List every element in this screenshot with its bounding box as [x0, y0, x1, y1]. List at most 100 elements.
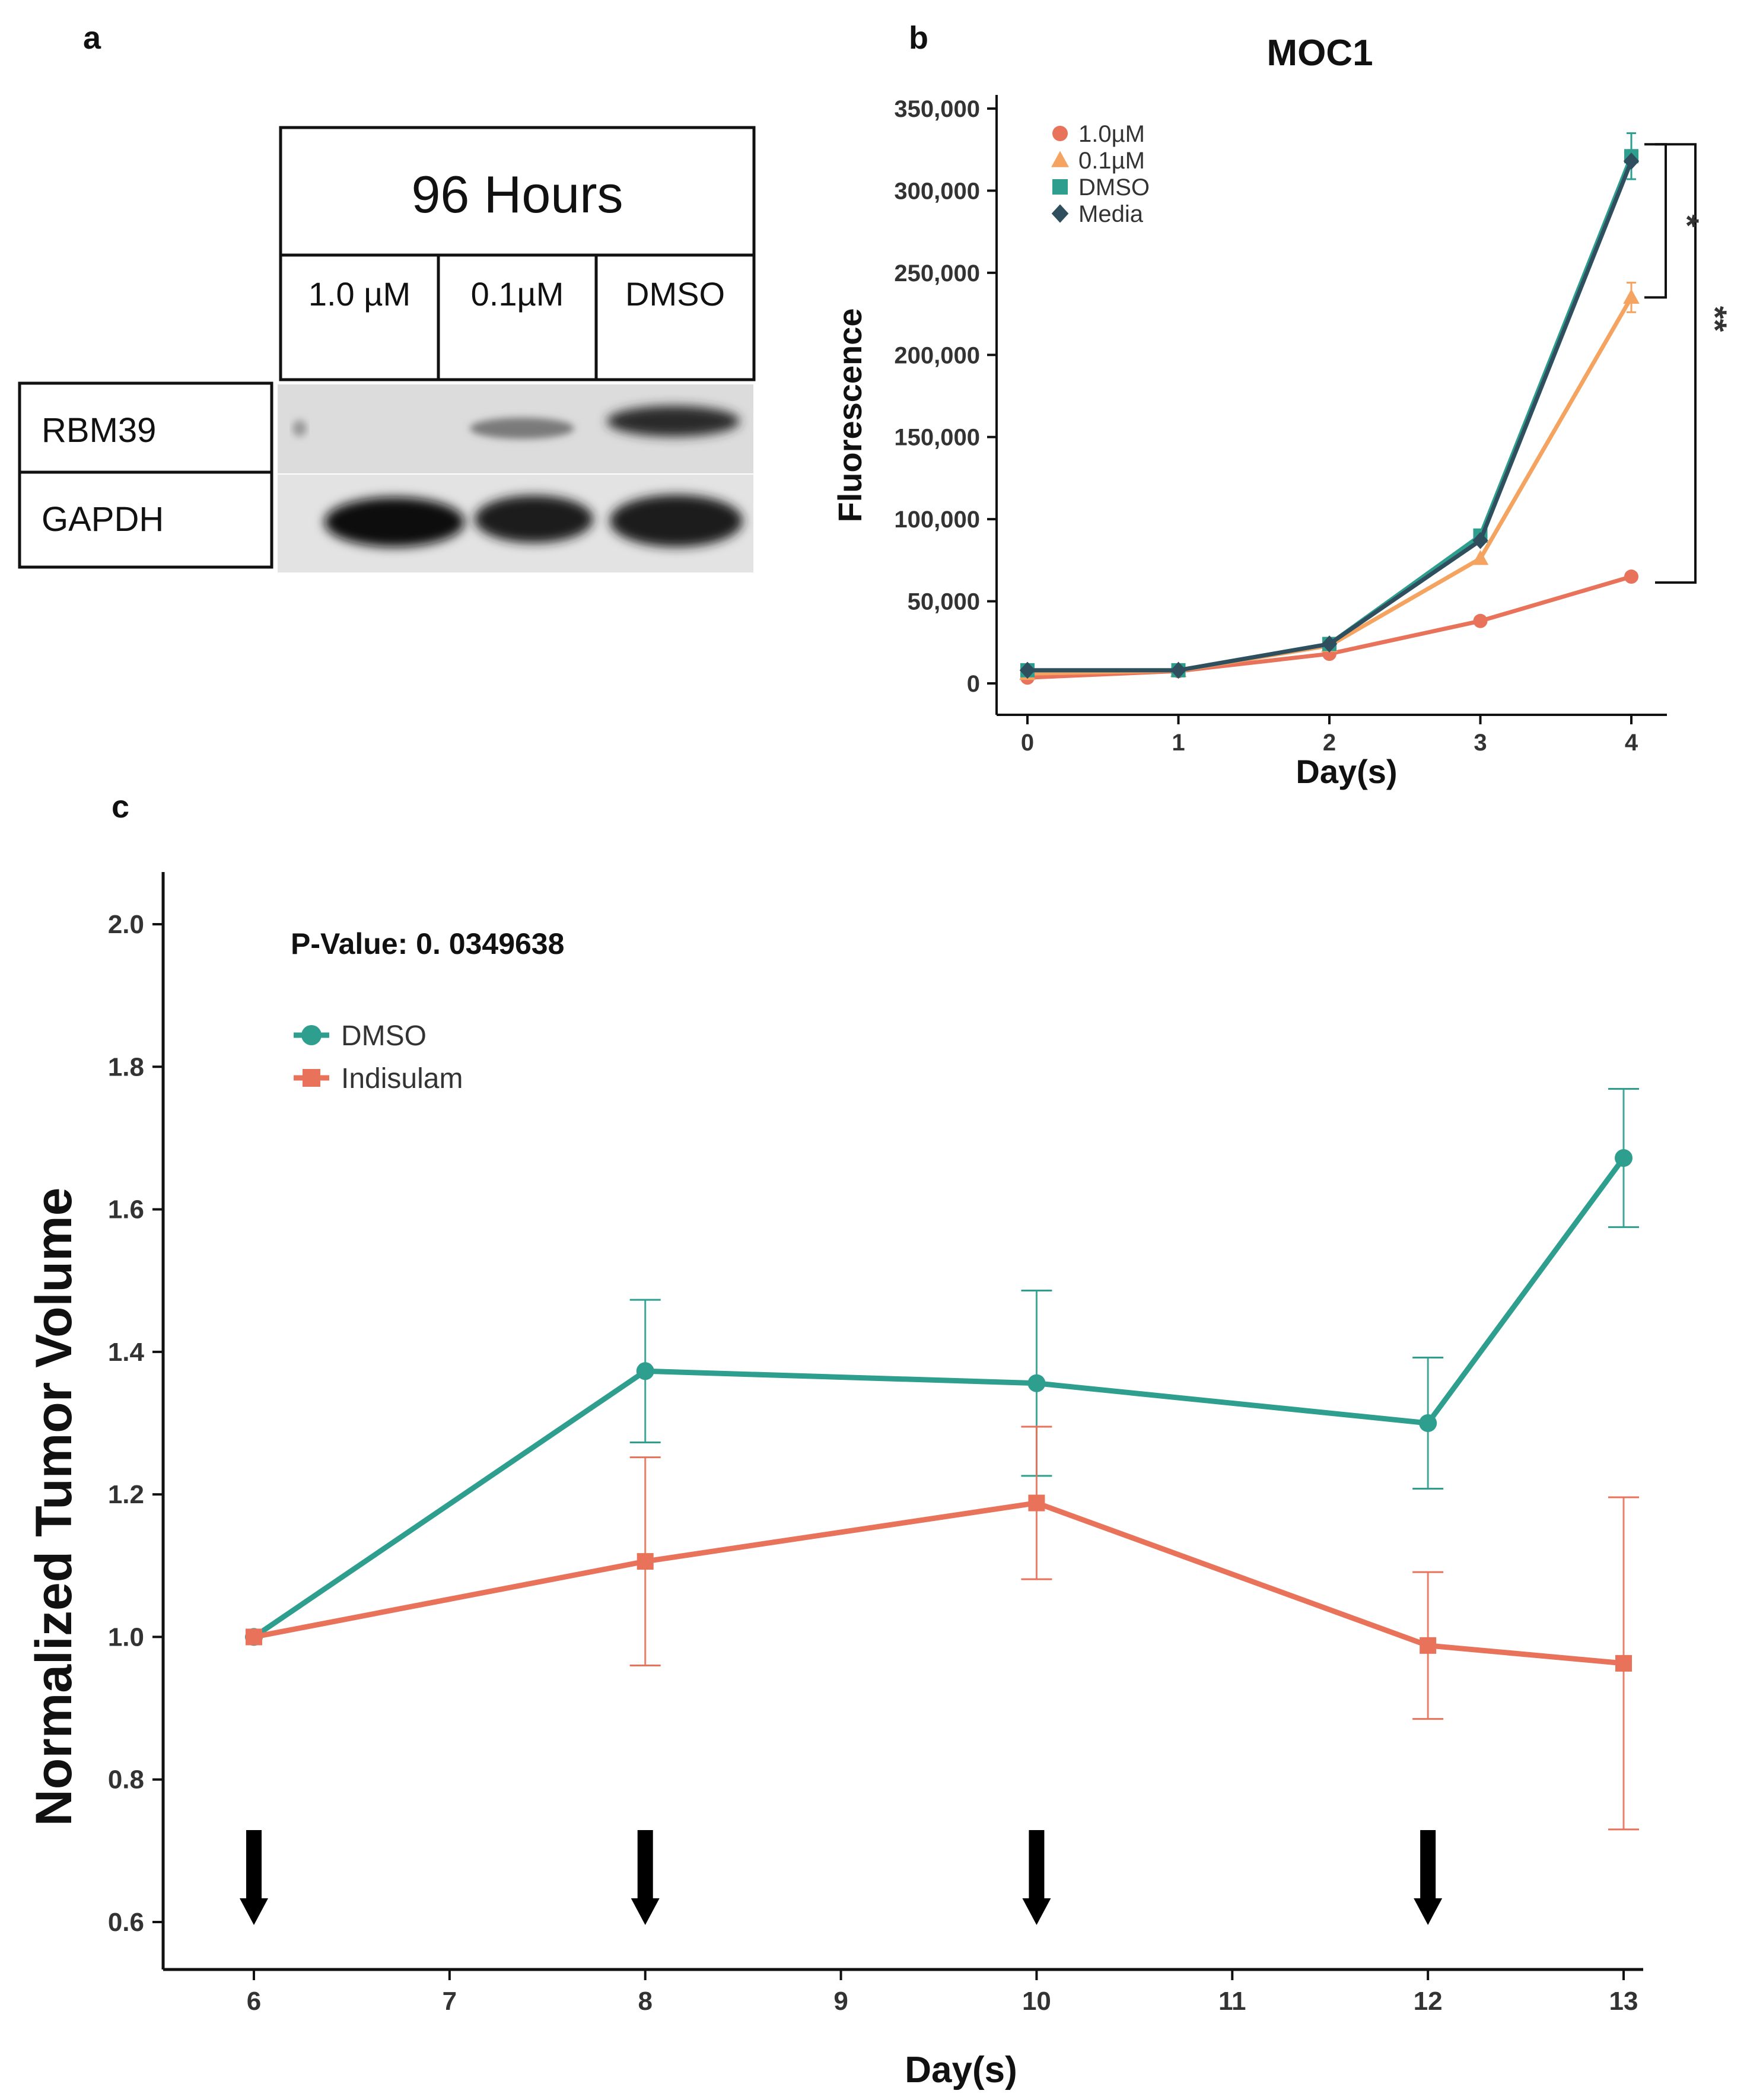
chart-b-legend-marker [1051, 151, 1069, 167]
chart-c-data-point [1028, 1494, 1045, 1512]
chart-c-y-tick-label: 2.0 [108, 910, 144, 939]
chart-b-data-point [1623, 152, 1640, 170]
chart-b-data-point [1170, 661, 1186, 679]
chart-c-legend: DMSO Indisulam [294, 1020, 463, 1094]
chart-b-y-tick-label: 300,000 [894, 178, 980, 204]
chart-c-legend-label: DMSO [341, 1020, 427, 1052]
gapdh-band-lane-2 [475, 495, 593, 543]
chart-b-data-point [1623, 288, 1640, 304]
dosing-arrow-head [240, 1898, 268, 1925]
chart-c-axes [152, 872, 1643, 1980]
chart-c-data-point [1615, 1149, 1633, 1167]
tumor-volume-chart: P-Value: 0. 0349638 Day(s) Normalized Tu… [26, 872, 1643, 2091]
chart-b-xlabel: Day(s) [1296, 753, 1397, 790]
chart-c-x-tick-label: 7 [443, 1987, 457, 2016]
protein-label-gapdh: GAPDH [42, 500, 164, 539]
chart-b-data-point [1472, 550, 1489, 565]
dosing-arrow-shaft [246, 1830, 262, 1904]
dosing-arrow-head [1414, 1898, 1443, 1925]
protein-label-box-2 [18, 470, 273, 569]
chart-c-y-tick-label: 1.8 [108, 1052, 144, 1081]
gapdh-band-lane-1 [324, 497, 464, 547]
dosing-arrow-shaft [1420, 1830, 1436, 1904]
panel-letter-c: c [112, 789, 129, 825]
dosing-arrow-head [1022, 1898, 1051, 1925]
chart-b-y-tick-label: 50,000 [908, 589, 980, 615]
chart-c-x-tick-label: 6 [247, 1987, 261, 2016]
western-blot-panel: 96 Hours 1.0 µM 0.1µM DMSO RBM39 GAPDH [18, 126, 756, 572]
chart-b-x-tick-label: 0 [1021, 730, 1034, 756]
chart-b-y-tick-label: 150,000 [894, 425, 980, 451]
chart-b-x-tick-label: 1 [1172, 730, 1185, 756]
moc1-chart: MOC1 Day(s) Fluorescence 0 50,000 100,000 1… [831, 33, 1734, 790]
chart-c-y-tick-label: 1.4 [108, 1338, 145, 1367]
chart-c-legend-marker [303, 1069, 320, 1087]
chart-b-data-point [1472, 532, 1488, 549]
chart-c-xlabel: Day(s) [905, 2050, 1017, 2091]
chart-c-data-point [1420, 1637, 1437, 1654]
panel-letter-a: a [83, 20, 101, 56]
chart-b-title: MOC1 [1267, 33, 1373, 74]
condition-label-3: DMSO [625, 275, 725, 313]
dosing-arrow-shaft [637, 1830, 653, 1904]
chart-c-y-tick-label: 1.2 [108, 1480, 144, 1509]
chart-c-series-line [252, 1156, 1626, 1640]
chart-c-series-line [253, 1500, 1624, 1666]
chart-b-series-line [1027, 155, 1634, 673]
chart-b-x-tick-label: 2 [1323, 730, 1336, 756]
chart-b-x-tick-label: 3 [1474, 730, 1487, 756]
chart-c-x-tick-label: 9 [833, 1987, 848, 2016]
chart-c-tick-labels: 0.6 0.8 1.0 1.2 1.4 1.6 1.8 2.0 6 7 8 9 10 11 12 13 [108, 910, 1638, 2016]
chart-c-legend-label: Indisulam [341, 1063, 463, 1094]
chart-b-y-tick-label: 250,000 [894, 260, 980, 287]
chart-c-legend-marker [301, 1025, 322, 1045]
chart-b-y-tick-label: 0 [967, 671, 980, 697]
chart-b-data-point [1019, 661, 1036, 679]
protein-label-rbm39: RBM39 [42, 411, 156, 450]
timepoint-label: 96 Hours [411, 165, 623, 224]
chart-c-data-point [1615, 1654, 1632, 1672]
dosing-arrow-shaft [1029, 1830, 1045, 1904]
chart-b-significance-double: ** [1697, 306, 1734, 332]
chart-b-legend-marker [1051, 204, 1069, 223]
chart-c-data-point [637, 1553, 654, 1570]
gapdh-band-lane-3 [610, 495, 743, 547]
rbm39-band-lane-2 [470, 418, 574, 439]
chart-c-series [245, 1088, 1639, 1831]
chart-b-x-tick-label: 4 [1625, 730, 1638, 756]
chart-c-y-tick-label: 1.6 [108, 1195, 144, 1224]
chart-b-bracket-double [1655, 143, 1697, 584]
chart-b-y-tick-label: 100,000 [894, 507, 980, 533]
chart-b-legend-label: DMSO [1078, 174, 1150, 201]
blot-speck [292, 420, 307, 437]
chart-b-series-line [1027, 296, 1634, 676]
chart-c-x-tick-label: 8 [638, 1987, 652, 2016]
chart-b-y-tick-label: 200,000 [894, 342, 980, 368]
rbm39-band-lane-3 [607, 406, 740, 437]
chart-b-legend-label: 0.1µM [1078, 148, 1145, 174]
chart-b-legend-marker [1052, 126, 1068, 141]
chart-c-ylabel: Normalized Tumor Volume [26, 1188, 82, 1827]
chart-b-tick-labels: 0 50,000 100,000 150,000 200,000 250,000 300,0… [894, 96, 1638, 756]
chart-c-y-tick-label: 0.6 [108, 1908, 144, 1937]
chart-c-x-tick-label: 11 [1218, 1987, 1246, 2016]
chart-b-series-line [1027, 160, 1634, 673]
chart-c-pvalue: P-Value: 0. 0349638 [291, 927, 564, 960]
chart-b-series-line [1027, 574, 1632, 680]
chart-b-data-point [1624, 569, 1638, 584]
chart-b-legend-label: 1.0µM [1078, 121, 1145, 147]
chart-b-significance-single: * [1669, 214, 1706, 227]
dosing-arrow-head [631, 1898, 660, 1925]
chart-c-data-point [1419, 1414, 1437, 1432]
chart-c-x-tick-label: 10 [1022, 1987, 1051, 2016]
condition-box-3 [594, 253, 756, 381]
chart-b-y-tick-label: 350,000 [894, 96, 980, 122]
chart-c-x-tick-label: 12 [1414, 1987, 1443, 2016]
chart-c-data-point [246, 1628, 262, 1646]
chart-c-y-tick-label: 0.8 [108, 1765, 144, 1794]
condition-label-2: 0.1µM [471, 275, 564, 313]
chart-b-series [1019, 132, 1640, 685]
chart-c-y-tick-label: 1.0 [108, 1622, 144, 1652]
chart-b-significance: *** [1644, 143, 1734, 584]
